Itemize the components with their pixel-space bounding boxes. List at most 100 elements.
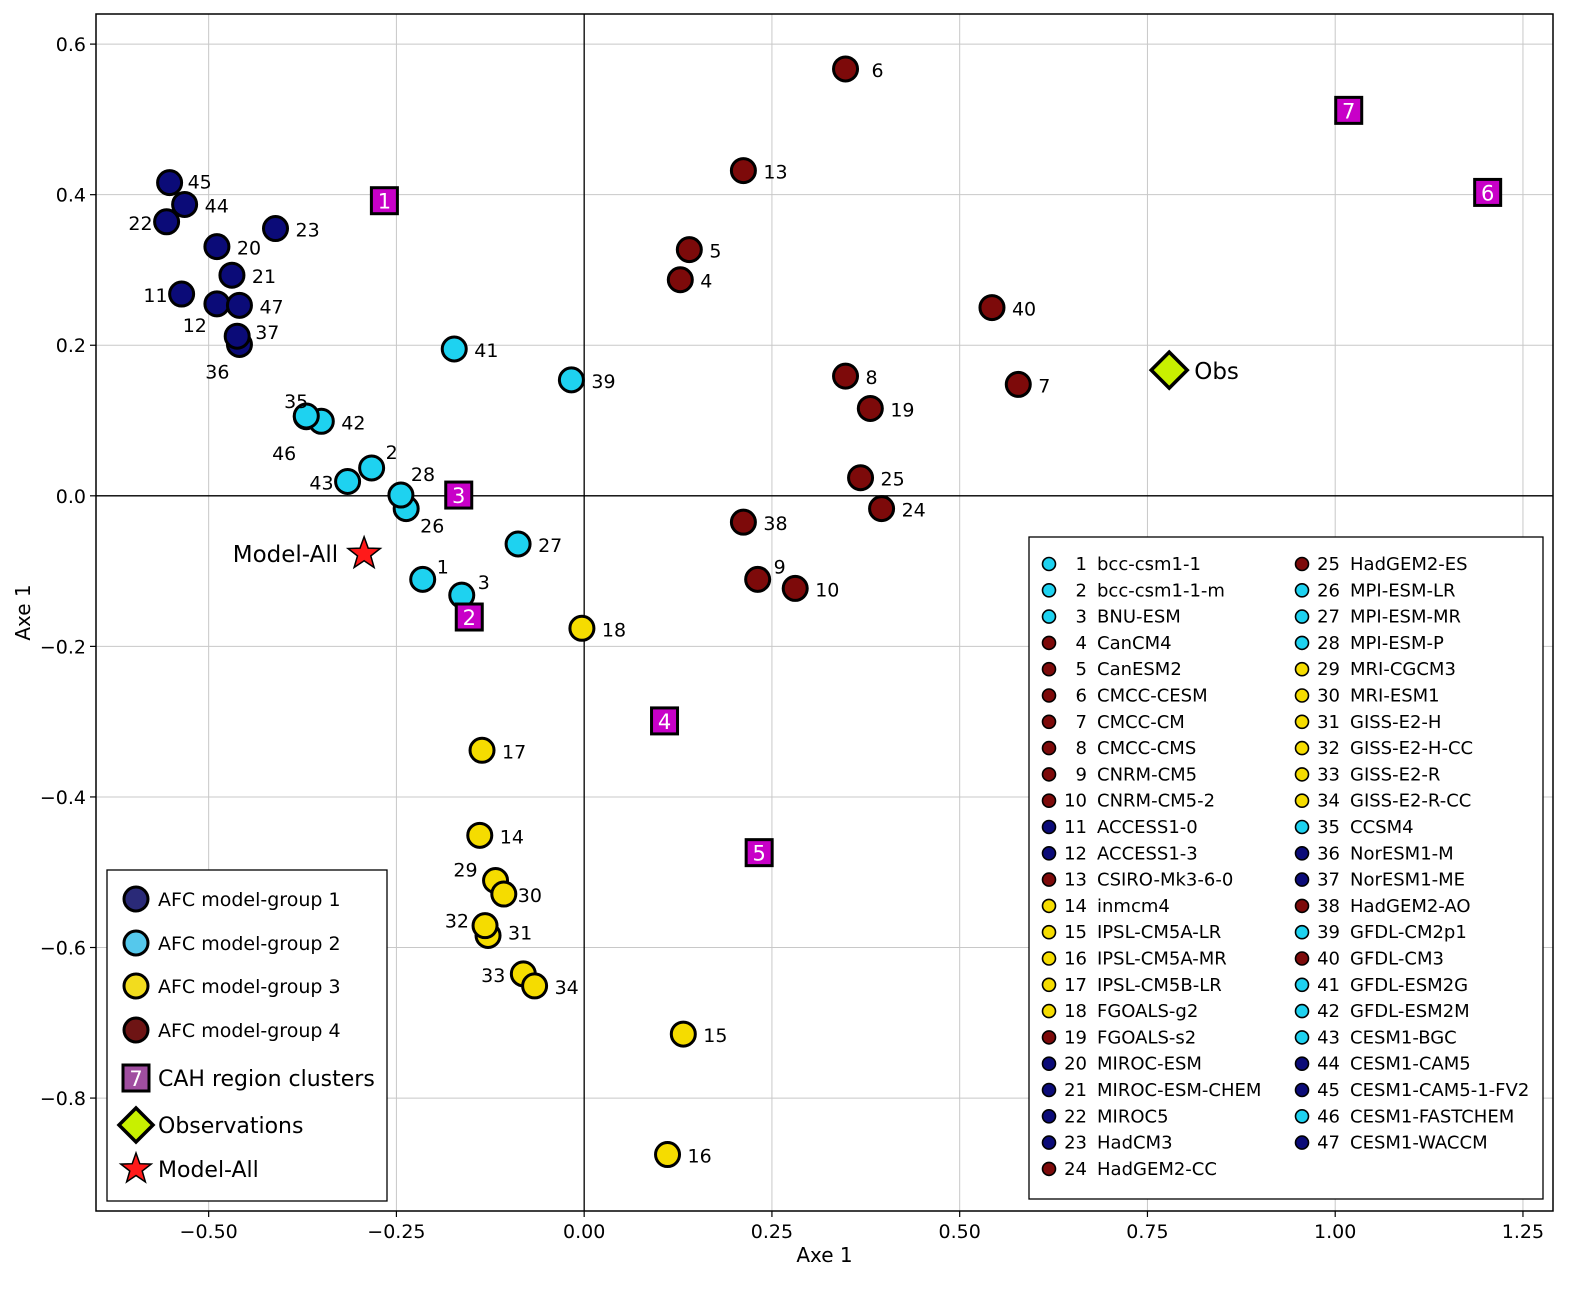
legend-model-name: MIROC-ESM-CHEM <box>1097 1080 1261 1101</box>
legend-model-number: 1 <box>1076 554 1087 575</box>
model-point-4 <box>666 266 694 294</box>
legend-model-marker <box>1041 740 1057 756</box>
model-point-label: 44 <box>205 195 229 217</box>
legend-model-number: 46 <box>1317 1106 1340 1127</box>
cluster-square-4 <box>650 706 680 736</box>
legend-model-number: 17 <box>1064 975 1087 996</box>
legend-group-marker <box>122 885 150 913</box>
legend-model-number: 41 <box>1317 975 1340 996</box>
legend-model-name: NorESM1-M <box>1350 843 1454 864</box>
legend-model-name: MIROC-ESM <box>1097 1054 1202 1075</box>
cluster-label: 4 <box>658 710 671 734</box>
legend-model-name: CESM1-CAM5 <box>1350 1054 1471 1075</box>
legend-cluster-symbol: 7 <box>129 1067 142 1091</box>
y-tick-label: 0.4 <box>56 185 86 207</box>
legend-model-marker <box>1294 819 1310 835</box>
legend-model-number: 36 <box>1317 843 1340 864</box>
model-point-25 <box>847 464 875 492</box>
model-point-40 <box>978 294 1006 322</box>
legend-model-number: 47 <box>1317 1133 1340 1154</box>
observations-label: Obs <box>1194 359 1239 385</box>
model-point-1 <box>409 565 437 593</box>
legend-model-marker <box>1294 1003 1310 1019</box>
model-point-15 <box>669 1020 697 1048</box>
legend-model-name: MIROC5 <box>1097 1106 1169 1127</box>
model-point-label: 37 <box>255 322 279 344</box>
legend-model-marker <box>1294 872 1310 887</box>
legend-model-number: 18 <box>1064 1001 1087 1022</box>
y-tick-label: 0.2 <box>56 335 86 357</box>
legend-model-name: HadGEM2-ES <box>1350 554 1468 575</box>
legend-model-name: IPSL-CM5B-LR <box>1097 975 1222 996</box>
legend-model-number: 10 <box>1064 791 1087 812</box>
legend-model-number: 5 <box>1076 659 1087 680</box>
legend-model-name: IPSL-CM5A-MR <box>1097 949 1227 970</box>
legend-model-marker <box>1294 740 1310 756</box>
legend-model-marker <box>1294 714 1310 730</box>
legend-model-marker <box>1041 1082 1057 1098</box>
model-point-30 <box>490 880 518 908</box>
legend-cluster-marker <box>121 1063 151 1093</box>
legend-model-number: 38 <box>1317 896 1340 917</box>
model-point-label: 28 <box>411 464 435 486</box>
legend-group-label: AFC model-group 4 <box>158 1020 341 1042</box>
cluster-label: 1 <box>378 190 391 214</box>
legend-model-name: GISS-E2-H <box>1350 712 1441 733</box>
legend-model-name: CESM1-CAM5-1-FV2 <box>1350 1080 1529 1101</box>
model-point-7 <box>1004 370 1032 398</box>
model-point-label: 42 <box>341 412 365 434</box>
legend-model-name: MPI-ESM-MR <box>1350 607 1461 628</box>
cluster-square-7 <box>1334 95 1364 125</box>
model-point-label: 4 <box>700 271 712 293</box>
model-point-27 <box>504 530 532 558</box>
legend-model-number: 24 <box>1064 1159 1087 1180</box>
legend-model-marker <box>1041 1030 1057 1045</box>
legend-model-marker <box>1041 951 1057 966</box>
legend-model-number: 4 <box>1076 633 1087 654</box>
legend-model-marker <box>1294 1056 1310 1071</box>
legend-model-marker <box>1041 1056 1057 1071</box>
legend-model-number: 40 <box>1317 949 1340 970</box>
model-point-5 <box>675 236 703 264</box>
legend-model-name: GFDL-CM2p1 <box>1350 922 1467 943</box>
legend-model-marker <box>1294 1030 1310 1045</box>
legend-model-number: 21 <box>1064 1080 1087 1101</box>
legend-model-name: inmcm4 <box>1097 896 1170 917</box>
legend-model-marker <box>1294 609 1310 624</box>
model-point-label: 18 <box>602 619 626 641</box>
y-tick-label: 0.6 <box>56 34 86 56</box>
legend-model-marker <box>1041 793 1057 809</box>
legend-model-name: GFDL-CM3 <box>1350 949 1444 970</box>
model-point-19 <box>856 394 884 422</box>
model-point-label: 15 <box>703 1025 727 1047</box>
legend-model-number: 19 <box>1064 1027 1087 1048</box>
legend-model-number: 11 <box>1064 817 1087 838</box>
legend-model-name: FGOALS-g2 <box>1097 1001 1198 1022</box>
model-point-43 <box>334 468 362 496</box>
model-point-32 <box>471 912 499 940</box>
legend-group-marker <box>122 1016 150 1044</box>
model-point-label: 40 <box>1012 299 1036 321</box>
legend-model-number: 27 <box>1317 607 1340 628</box>
legend-model-marker <box>1294 977 1310 993</box>
model-point-label: 16 <box>688 1146 712 1168</box>
legend-model-number: 45 <box>1317 1080 1340 1101</box>
legend-model-marker <box>1294 1135 1310 1150</box>
observations-diamond <box>1148 349 1190 391</box>
legend-model-number: 6 <box>1076 686 1087 707</box>
model-point-12 <box>203 290 231 318</box>
legend-model-name: HadGEM2-CC <box>1097 1159 1217 1180</box>
legend-model-marker <box>1294 1082 1310 1098</box>
legend-group-label: Model-All <box>158 1158 259 1183</box>
legend-model-marker <box>1294 635 1310 651</box>
model-point-34 <box>521 972 549 1000</box>
legend-model-marker <box>1294 1109 1310 1124</box>
model-point-label: 24 <box>902 500 926 522</box>
legend-models: 1 bcc-csm1-1 2 bcc-csm1-1-m 3 BNU-ESM 4 CanCM4 5… <box>1028 536 1544 1200</box>
model-point-23 <box>261 215 289 243</box>
model-point-label: 11 <box>143 285 167 307</box>
legend-model-name: GISS-E2-R-CC <box>1350 791 1471 812</box>
legend-model-number: 22 <box>1064 1106 1087 1127</box>
legend-model-name: bcc-csm1-1 <box>1097 554 1201 575</box>
